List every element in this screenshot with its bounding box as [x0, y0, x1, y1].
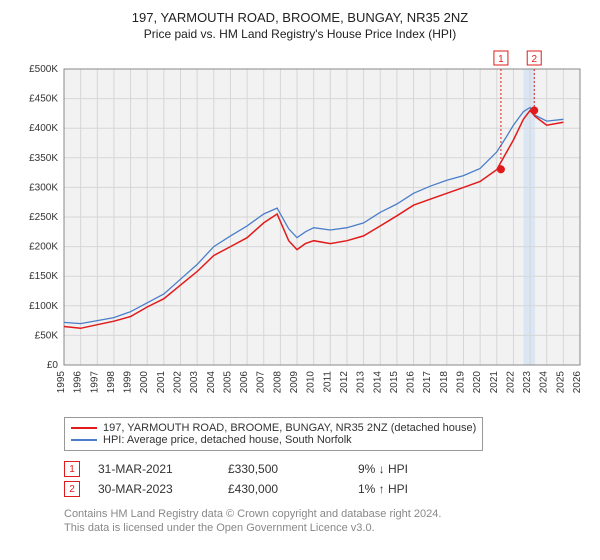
- svg-text:2016: 2016: [406, 371, 417, 394]
- svg-text:2004: 2004: [206, 371, 217, 394]
- svg-text:2: 2: [531, 54, 537, 65]
- svg-text:1998: 1998: [106, 371, 117, 394]
- svg-text:2022: 2022: [505, 371, 516, 394]
- svg-text:2024: 2024: [539, 371, 550, 394]
- svg-text:£500K: £500K: [29, 64, 58, 75]
- svg-text:2018: 2018: [439, 371, 450, 394]
- svg-text:2009: 2009: [289, 371, 300, 394]
- svg-text:2010: 2010: [306, 371, 317, 394]
- footer-line-2: This data is licensed under the Open Gov…: [64, 521, 590, 535]
- annotation-price: £430,000: [228, 482, 358, 496]
- svg-text:1997: 1997: [89, 371, 100, 394]
- legend-swatch-2: [71, 439, 97, 441]
- svg-text:2002: 2002: [173, 371, 184, 394]
- svg-text:£0: £0: [47, 360, 59, 371]
- svg-text:£50K: £50K: [35, 330, 59, 341]
- svg-text:£150K: £150K: [29, 271, 58, 282]
- legend: 197, YARMOUTH ROAD, BROOME, BUNGAY, NR35…: [64, 417, 483, 451]
- annotation-row: 1 31-MAR-2021£330,5009% ↓ HPI: [64, 461, 590, 477]
- title-address: 197, YARMOUTH ROAD, BROOME, BUNGAY, NR35…: [10, 10, 590, 25]
- annotation-date: 31-MAR-2021: [98, 462, 228, 476]
- svg-text:2005: 2005: [222, 371, 233, 394]
- footer: Contains HM Land Registry data © Crown c…: [64, 507, 590, 536]
- svg-text:2021: 2021: [489, 371, 500, 394]
- svg-text:2012: 2012: [339, 371, 350, 394]
- annotation-row: 2 30-MAR-2023£430,0001% ↑ HPI: [64, 481, 590, 497]
- svg-text:£350K: £350K: [29, 153, 58, 164]
- svg-text:£200K: £200K: [29, 242, 58, 253]
- svg-text:1: 1: [498, 54, 504, 65]
- svg-text:2000: 2000: [139, 371, 150, 394]
- svg-text:£300K: £300K: [29, 182, 58, 193]
- svg-text:2019: 2019: [455, 371, 466, 394]
- chart-container: £0 £50K £100K £150K £200K £250K £300K £350K £400…: [10, 49, 590, 409]
- annotation-price: £330,500: [228, 462, 358, 476]
- svg-text:2025: 2025: [555, 371, 566, 394]
- svg-text:2026: 2026: [572, 371, 583, 394]
- legend-swatch-1: [71, 427, 97, 429]
- annotation-date: 30-MAR-2023: [98, 482, 228, 496]
- svg-text:£450K: £450K: [29, 94, 58, 105]
- svg-text:2008: 2008: [272, 371, 283, 394]
- svg-text:£400K: £400K: [29, 123, 58, 134]
- price-chart: £0 £50K £100K £150K £200K £250K £300K £350K £400…: [10, 49, 590, 409]
- legend-row-1: 197, YARMOUTH ROAD, BROOME, BUNGAY, NR35…: [71, 422, 476, 434]
- annotation-pct: 1% ↑ HPI: [358, 482, 408, 496]
- footer-line-1: Contains HM Land Registry data © Crown c…: [64, 507, 590, 521]
- annotation-marker-box: 1: [64, 461, 80, 477]
- svg-text:£250K: £250K: [29, 212, 58, 223]
- legend-row-2: HPI: Average price, detached house, Sout…: [71, 434, 476, 446]
- svg-text:1995: 1995: [56, 371, 67, 394]
- svg-text:2017: 2017: [422, 371, 433, 394]
- svg-text:2023: 2023: [522, 371, 533, 394]
- svg-text:2003: 2003: [189, 371, 200, 394]
- title-subtitle: Price paid vs. HM Land Registry's House …: [10, 27, 590, 41]
- svg-text:2014: 2014: [372, 371, 383, 394]
- annotation-marker-box: 2: [64, 481, 80, 497]
- svg-text:2013: 2013: [356, 371, 367, 394]
- legend-label-1: 197, YARMOUTH ROAD, BROOME, BUNGAY, NR35…: [103, 422, 476, 434]
- svg-text:£100K: £100K: [29, 301, 58, 312]
- svg-text:2001: 2001: [156, 371, 167, 394]
- svg-text:2020: 2020: [472, 371, 483, 394]
- svg-text:2015: 2015: [389, 371, 400, 394]
- annotation-pct: 9% ↓ HPI: [358, 462, 408, 476]
- svg-text:2007: 2007: [256, 371, 267, 394]
- svg-text:1996: 1996: [73, 371, 84, 394]
- legend-label-2: HPI: Average price, detached house, Sout…: [103, 434, 352, 446]
- svg-text:2006: 2006: [239, 371, 250, 394]
- svg-text:1999: 1999: [123, 371, 134, 394]
- annotation-table: 1 31-MAR-2021£330,5009% ↓ HPI 2 30-MAR-2023…: [64, 461, 590, 497]
- svg-text:2011: 2011: [322, 371, 333, 393]
